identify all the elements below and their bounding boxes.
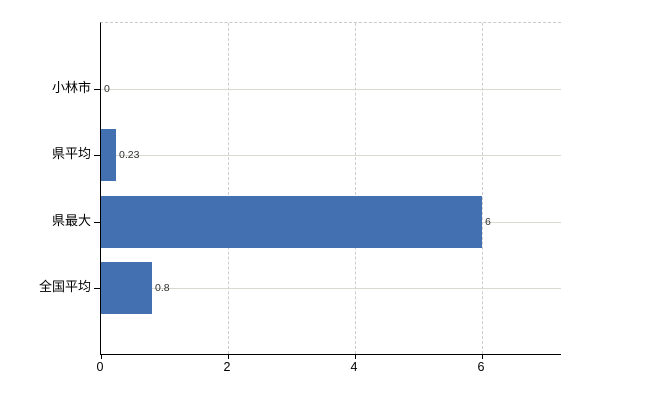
x-axis-tick — [482, 354, 483, 359]
category-gridline — [101, 89, 561, 90]
category-label: 全国平均 — [38, 279, 91, 294]
x-axis-tick — [228, 354, 229, 359]
x-tick-label: 6 — [477, 360, 485, 374]
value-label: 0.8 — [155, 282, 170, 294]
x-gridline — [482, 23, 483, 354]
category-gridline — [101, 288, 561, 289]
category-label: 県平均 — [51, 146, 91, 161]
y-axis-tick — [94, 89, 100, 90]
y-axis-tick — [94, 288, 100, 289]
value-label: 0.23 — [119, 149, 140, 161]
value-label: 0 — [104, 83, 110, 95]
x-gridline — [228, 23, 229, 354]
x-tick-label: 0 — [96, 360, 104, 374]
y-axis-tick — [94, 222, 100, 223]
category-label: 県最大 — [51, 213, 91, 228]
x-tick-label: 4 — [350, 360, 358, 374]
bar — [101, 129, 116, 181]
x-axis-tick — [101, 354, 102, 359]
bar — [101, 196, 482, 248]
value-label: 6 — [485, 216, 491, 228]
x-axis-tick — [355, 354, 356, 359]
bar — [101, 262, 152, 314]
x-gridline — [355, 23, 356, 354]
category-label: 小林市 — [51, 80, 91, 95]
category-gridline — [101, 155, 561, 156]
y-axis-tick — [94, 155, 100, 156]
plot-area: 0 0.23 6 0.8 — [94, 22, 561, 359]
x-tick-label: 2 — [223, 360, 231, 374]
